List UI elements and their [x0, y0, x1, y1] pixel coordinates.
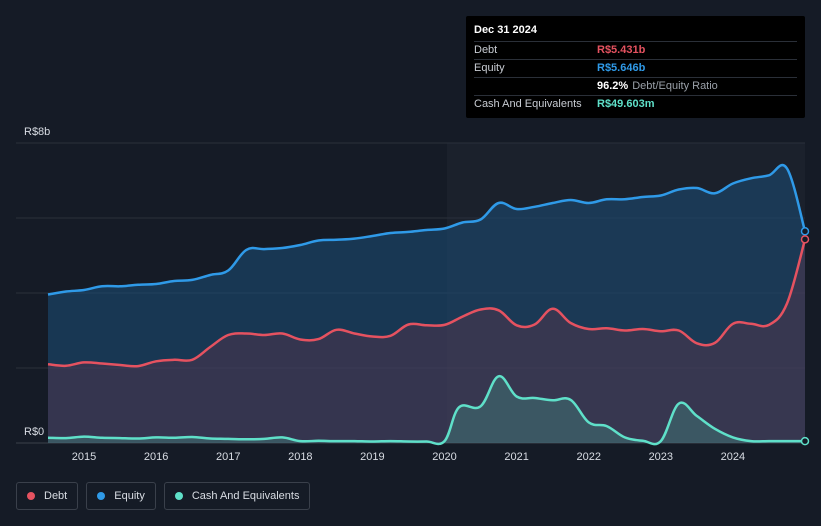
legend-item-debt[interactable]: Debt [16, 482, 79, 510]
tooltip-label [474, 78, 597, 95]
x-tick-label: 2019 [360, 451, 384, 463]
tooltip-row-ratio: 96.2% Debt/Equity Ratio [474, 77, 797, 95]
x-axis-ticks: 2015 2016 2017 2018 2019 2020 2021 2022 2023 2024 [72, 451, 745, 463]
equity-area [48, 165, 805, 443]
debt-end-marker [800, 235, 810, 244]
x-tick-label: 2021 [504, 451, 528, 463]
legend-label: Equity [114, 490, 145, 502]
debt-line [47, 238, 807, 368]
x-tick-label: 2017 [216, 451, 240, 463]
data-tooltip: Dec 31 2024 Debt R$5.431b Equity R$5.646… [466, 16, 805, 118]
chart-legend: Debt Equity Cash And Equivalents [16, 482, 311, 510]
tooltip-label: Debt [474, 44, 498, 56]
x-tick-label: 2015 [72, 451, 96, 463]
tooltip-row-equity: Equity R$5.646b [474, 59, 797, 77]
x-tick-label: 2018 [288, 451, 312, 463]
tooltip-value: 96.2% [597, 80, 629, 92]
tooltip-label: Equity [474, 62, 505, 74]
debt-area [48, 239, 805, 443]
tooltip-ratio-suffix: Debt/Equity Ratio [632, 80, 718, 92]
legend-label: Debt [44, 490, 68, 502]
x-tick-label: 2024 [721, 451, 745, 463]
tooltip-row-debt: Debt R$5.431b [474, 41, 797, 59]
equity-end-marker [800, 227, 810, 236]
cash-dot-icon [174, 492, 183, 500]
cash-and-equivalents-end-marker [800, 436, 810, 446]
tooltip-value: R$5.431b [597, 44, 646, 56]
equity-line [47, 163, 807, 296]
tooltip-label: Cash And Equivalents [474, 98, 582, 110]
tooltip-date: Dec 31 2024 [474, 24, 537, 36]
y-axis-top-label: R$8b [24, 126, 50, 138]
x-tick-label: 2022 [576, 451, 600, 463]
x-tick-label: 2020 [432, 451, 456, 463]
tooltip-row-cash: Cash And Equivalents R$49.603m [474, 95, 797, 113]
cash-and-equivalents-line [47, 375, 805, 446]
legend-label: Cash And Equivalents [191, 490, 300, 502]
x-tick-label: 2016 [144, 451, 168, 463]
x-tick-label: 2023 [649, 451, 673, 463]
tooltip-value: R$5.646b [597, 62, 646, 74]
legend-item-cash[interactable]: Cash And Equivalents [163, 482, 311, 510]
tooltip-value: R$49.603m [597, 98, 655, 110]
debt-dot-icon [27, 492, 35, 500]
equity-dot-icon [97, 492, 106, 500]
y-axis-bottom-label: R$0 [24, 426, 44, 438]
series-lines [47, 163, 810, 446]
legend-item-equity[interactable]: Equity [86, 482, 156, 510]
